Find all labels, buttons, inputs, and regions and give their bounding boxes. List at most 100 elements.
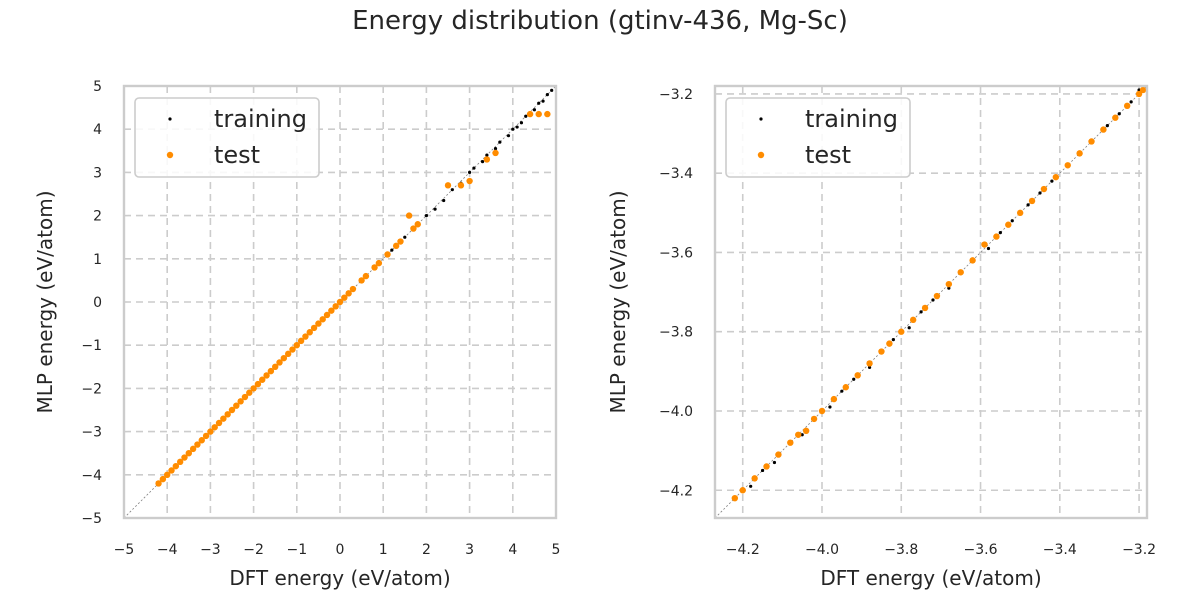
left-test-point [159, 475, 167, 483]
right-training-point [1105, 124, 1109, 128]
left-x-tick-label: −5 [114, 542, 135, 558]
left-test-point [544, 110, 551, 118]
left-test-point [483, 156, 491, 163]
right-test-point [993, 233, 1000, 240]
right-legend-marker-test [757, 151, 765, 159]
right-test-point [886, 340, 893, 347]
left-legend: training test [134, 97, 320, 178]
left-y-tick-label: −4 [81, 468, 102, 484]
left-x-tick-label: 1 [379, 542, 388, 558]
right-test-point [787, 439, 794, 446]
right-legend-marker-training [759, 117, 763, 121]
right-plot-panel: −4.2 −4.0 −3.8 −3.6 −3.4 −3.2 −4.2 −4.0 −3.8 −3.6… [606, 84, 1156, 590]
right-y-tick-label: −3.6 [659, 245, 693, 261]
left-test-point [302, 333, 309, 340]
right-legend-box [725, 97, 911, 178]
left-test-point [202, 432, 210, 440]
right-diagonal-line [714, 85, 1148, 519]
left-training-point [472, 166, 476, 170]
right-x-tick-label: −3.4 [1043, 542, 1077, 558]
left-y-tick-label: 2 [93, 209, 102, 225]
left-test-point [263, 372, 270, 379]
right-training-point [986, 246, 991, 251]
right-training-point [828, 405, 832, 409]
left-y-tick-label: 3 [93, 165, 102, 181]
left-training-point [485, 153, 489, 157]
right-legend-label-training: training [805, 105, 898, 133]
right-test-point [751, 475, 758, 482]
left-x-tick-label: 0 [336, 542, 345, 558]
left-training-point [537, 101, 541, 105]
left-test-point [306, 329, 313, 336]
left-test-point [267, 367, 275, 375]
left-y-tick-label: −2 [81, 381, 102, 397]
left-training-point [433, 207, 437, 211]
right-training-point [1137, 88, 1141, 92]
right-legend-label-test: test [805, 141, 851, 169]
right-plot-frame [713, 84, 1149, 520]
right-test-point [1052, 173, 1060, 181]
right-test-point [842, 384, 849, 391]
right-training-point [919, 310, 923, 314]
right-test-point [969, 257, 976, 264]
left-x-axis-label: DFT energy (eV/atom) [229, 566, 450, 590]
left-training-point [498, 140, 502, 144]
left-test-point [371, 264, 378, 271]
left-test-point [341, 294, 348, 301]
left-legend-label-training: training [214, 105, 307, 133]
right-test-point [810, 415, 818, 423]
right-training-point [1050, 179, 1054, 183]
right-test-point [802, 427, 810, 435]
left-test-point [237, 398, 244, 405]
left-y-tick-label: 0 [93, 295, 102, 311]
left-legend-marker-test [166, 151, 174, 159]
left-test-point [466, 177, 473, 185]
right-x-tick-label: −3.8 [884, 542, 918, 558]
left-test-point [457, 182, 465, 189]
left-test-point [328, 307, 335, 314]
left-test-point [276, 359, 283, 366]
right-training-point [840, 389, 844, 393]
left-y-tick-label: −1 [81, 338, 102, 354]
left-test-point [194, 441, 201, 448]
right-test-point [1112, 114, 1119, 121]
right-legend: training test [725, 97, 911, 178]
right-test-point [795, 431, 802, 438]
left-test-point [289, 346, 296, 353]
left-test-point [164, 471, 171, 478]
left-test-point [259, 376, 266, 383]
right-x-tick-label: −4.2 [726, 542, 760, 558]
left-x-tick-label: −3 [200, 542, 221, 558]
left-test-point [172, 462, 180, 470]
right-y-tick-label: −4.0 [659, 404, 693, 420]
left-test-point [414, 221, 421, 228]
left-test-point [526, 110, 534, 118]
right-x-tick-label: −4.0 [805, 542, 839, 558]
left-plot-frame [122, 84, 558, 520]
left-test-point [250, 385, 257, 392]
right-test-point [1028, 197, 1036, 205]
left-test-point [254, 380, 262, 388]
right-test-point [921, 304, 929, 312]
left-test-point [345, 290, 352, 297]
left-test-point [375, 259, 383, 267]
right-test-point [866, 360, 873, 367]
left-test-point [358, 277, 365, 284]
left-training-point [550, 88, 554, 92]
left-test-point [392, 242, 400, 250]
right-training-point [1129, 100, 1133, 104]
right-test-point [1016, 209, 1024, 217]
left-x-tick-label: −1 [286, 542, 307, 558]
left-test-point [233, 402, 240, 409]
left-y-tick-label: 4 [93, 122, 102, 138]
right-training-point [760, 468, 765, 473]
right-test-point [981, 241, 988, 248]
left-training-point [390, 248, 394, 252]
left-y-tick-label: 1 [93, 252, 102, 268]
left-x-tick-label: 2 [422, 542, 431, 558]
right-training-point [1010, 219, 1014, 223]
right-training-point [772, 460, 777, 465]
left-test-point [228, 406, 236, 414]
right-test-point [731, 494, 739, 502]
